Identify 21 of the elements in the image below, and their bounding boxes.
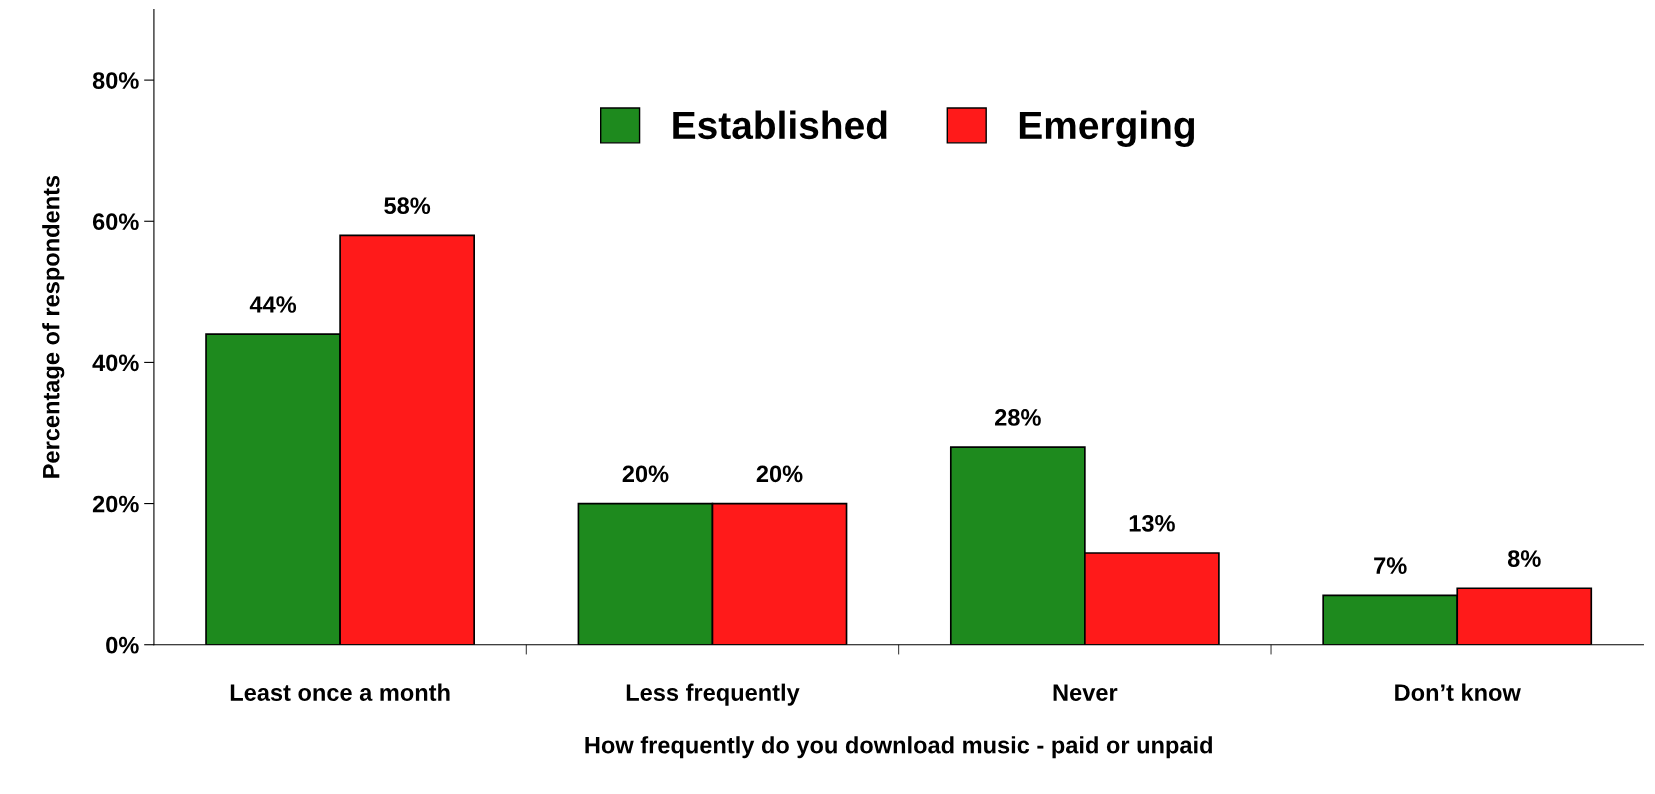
- legend-label: Established: [673, 110, 887, 140]
- legend-label: Emerging: [1019, 110, 1195, 148]
- y-axis-title: Percentage of respondents: [42, 175, 65, 478]
- data-label: 20%: [756, 465, 803, 483]
- data-label: 44%: [249, 296, 297, 313]
- x-tick-label: Least once a month: [230, 683, 450, 701]
- data-label: 20%: [622, 465, 669, 483]
- x-tick-label: Never: [1053, 684, 1118, 701]
- x-tick-label: Less frequently: [626, 683, 800, 706]
- y-tick-label: 40%: [92, 354, 139, 372]
- data-label: 28%: [995, 409, 1041, 426]
- data-label: 13%: [1129, 514, 1175, 532]
- data-label: 8%: [1507, 550, 1541, 567]
- data-label: 7%: [1374, 557, 1407, 574]
- y-tick-label: 60%: [92, 213, 139, 231]
- data-label: 58%: [384, 197, 431, 215]
- x-axis-title: How frequently do you download music - paid or unpaid: [585, 736, 1212, 759]
- x-tick-label: Don’t know: [1395, 683, 1521, 701]
- y-tick-label: 80%: [92, 72, 139, 89]
- y-tick-label: 0%: [106, 636, 139, 654]
- y-tick-label: 20%: [92, 495, 139, 513]
